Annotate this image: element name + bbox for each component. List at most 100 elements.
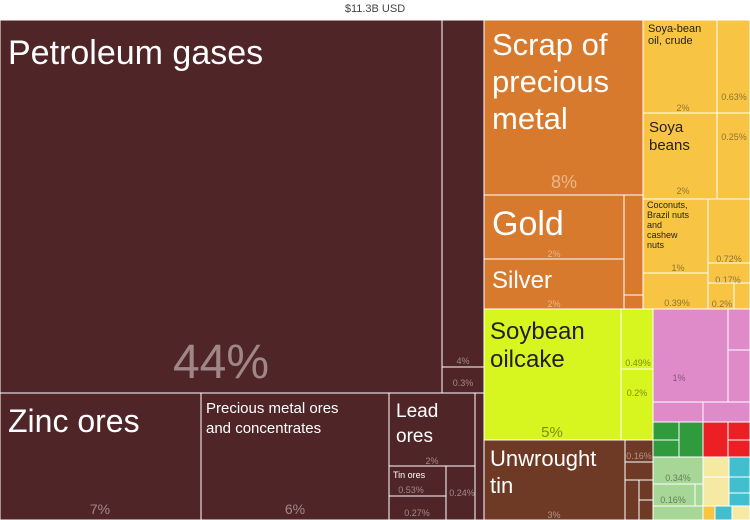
treemap-tile-rect[interactable] [0, 392, 202, 520]
total-export-value: $11.3B USD [344, 3, 406, 15]
treemap-tile-share: 0.3% [453, 378, 474, 388]
treemap-tile-rect[interactable] [483, 308, 622, 456]
treemap-tile-min-027[interactable]: 0.27% [388, 495, 447, 520]
treemap-tile-veg-017[interactable]: 0.17% [707, 262, 750, 285]
treemap-subtile[interactable] [702, 421, 729, 458]
treemap-tile-min-024[interactable]: 0.24% [445, 465, 476, 520]
treemap-tile-label: Petroleum gases [8, 34, 263, 72]
treemap-tile-share: 0.72% [716, 254, 742, 264]
treemap-subtile[interactable] [727, 349, 750, 403]
treemap-tile-min-4[interactable]: 4% [441, 20, 485, 368]
treemap-tile-min-03[interactable]: 0.3% [441, 366, 485, 394]
treemap-tile-label: Precious metal ores [206, 400, 339, 417]
treemap-tile-tin-ores[interactable]: Tin ores 0.53% [388, 465, 447, 497]
treemap-subtile[interactable] [728, 476, 750, 494]
treemap-subtile[interactable] [702, 456, 730, 478]
treemap-tile-byp-049[interactable]: 0.49% [620, 308, 654, 370]
treemap-tile-gold[interactable]: Gold 2% [483, 194, 625, 260]
treemap-tile-share: 0.24% [449, 488, 475, 498]
treemap-tile-petroleum[interactable]: Petroleum gases 44% [0, 20, 443, 394]
treemap-tile-lead[interactable]: Lead ores 2% [388, 392, 476, 467]
treemap-tile-rect[interactable] [483, 439, 626, 520]
treemap-subtile[interactable] [727, 439, 750, 458]
treemap-subtile[interactable] [714, 505, 733, 520]
treemap-tile-label: tin [490, 473, 513, 498]
treemap-tile-label: Lead [396, 401, 438, 422]
treemap-tile-rect[interactable] [483, 258, 625, 310]
treemap-subtile[interactable] [652, 439, 680, 458]
treemap-tile-label: and [647, 220, 662, 230]
treemap-tile-label: and concentrates [206, 420, 321, 437]
treemap-tile-rect[interactable] [642, 20, 718, 114]
treemap-tile-label: beans [649, 137, 690, 154]
treemap-tile-rect[interactable] [642, 112, 718, 200]
treemap-tile-zinc[interactable]: Zinc ores 7% [0, 392, 202, 520]
treemap-tile-share: 1% [671, 263, 684, 273]
treemap-tile-chem-1[interactable]: 1% [652, 308, 729, 403]
treemap-subtile[interactable] [623, 194, 644, 310]
treemap-tile-share: 6% [285, 501, 305, 517]
treemap-tile-share: 0.27% [404, 508, 430, 518]
treemap-tile-label: Silver [492, 267, 552, 294]
treemap-subtile[interactable] [623, 294, 644, 310]
treemap-tile-share: 7% [90, 501, 110, 517]
treemap-tile-rect[interactable] [707, 282, 735, 310]
treemap-tile-share: 5% [541, 424, 563, 441]
treemap-subtile[interactable] [624, 479, 640, 520]
treemap-tile-share: 0.2% [712, 299, 733, 309]
treemap-subtile[interactable] [638, 479, 654, 501]
treemap-subtile[interactable] [474, 392, 485, 520]
treemap-tile-rect[interactable] [652, 308, 729, 403]
treemap-tile-rect[interactable] [0, 20, 443, 394]
treemap-tile-rect[interactable] [483, 20, 644, 196]
treemap-tile-silver[interactable]: Silver 2% [483, 258, 625, 310]
treemap-tile-veg-063[interactable]: 0.63% [716, 20, 750, 114]
treemap-tile-rect[interactable] [445, 465, 476, 520]
treemap-tile-rect[interactable] [652, 456, 704, 485]
treemap-tile-share: 2% [425, 456, 438, 466]
treemap-subtile[interactable] [678, 421, 704, 458]
treemap-tile-food-016[interactable]: 0.16% [652, 483, 696, 507]
treemap-tile-rect[interactable] [707, 198, 750, 264]
treemap-tile-food-034[interactable]: 0.34% [652, 456, 704, 485]
treemap-tile-rect[interactable] [441, 20, 485, 368]
treemap-tile-precious-ores[interactable]: Precious metal ores and concentrates 6% [200, 392, 390, 520]
treemap-tile-rect[interactable] [624, 439, 654, 463]
treemap-tile-label: Soybean [490, 318, 585, 345]
treemap-tile-share: 0.2% [627, 388, 648, 398]
treemap-subtile[interactable] [731, 505, 750, 520]
treemap-subtile[interactable] [728, 456, 750, 478]
treemap-tile-share: 1% [672, 373, 685, 383]
treemap-subtile[interactable] [652, 401, 704, 423]
treemap-tile-label: nuts [647, 240, 665, 250]
treemap-subtile[interactable] [702, 476, 730, 507]
treemap-tile-veg-039[interactable]: 0.39% [642, 272, 709, 310]
treemap-tile-label: metal [492, 101, 568, 136]
treemap-subtile[interactable] [702, 401, 750, 423]
treemap-tile-rect[interactable] [642, 198, 709, 274]
treemap-tile-veg-02[interactable]: 0.2% [707, 282, 735, 310]
treemap-tile-rect[interactable] [483, 194, 625, 260]
treemap-subtile[interactable] [694, 483, 704, 507]
treemap-tile-met-016[interactable]: 0.16% [624, 439, 654, 463]
treemap-subtile[interactable] [733, 282, 750, 310]
treemap-subtile[interactable] [702, 505, 716, 520]
treemap-chart: Petroleum gases 44% 4% 0.3% Zinc ores 7% Preci… [0, 20, 750, 520]
treemap-tile-label: Soya-bean [648, 23, 701, 35]
treemap-tile-veg-072[interactable]: 0.72% [707, 198, 750, 264]
treemap-tile-rect[interactable] [652, 483, 696, 507]
treemap-subtile[interactable] [652, 505, 704, 520]
treemap-tile-veg-025[interactable]: 0.25% [716, 112, 750, 200]
treemap-tile-rect[interactable] [716, 20, 750, 114]
treemap-subtile[interactable] [727, 421, 750, 441]
treemap-tile-rect[interactable] [716, 112, 750, 200]
treemap-subtile[interactable] [728, 492, 750, 507]
treemap-tile-share: 44% [173, 336, 269, 389]
treemap-tile-rect[interactable] [388, 392, 476, 467]
